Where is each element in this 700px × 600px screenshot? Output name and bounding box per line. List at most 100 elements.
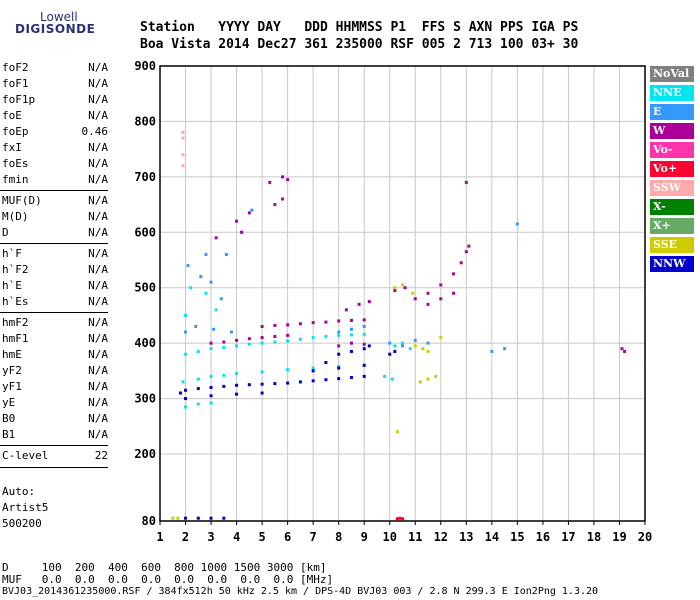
data-point-w — [240, 230, 244, 234]
data-point-w — [367, 300, 371, 304]
param-foep: foEp 0.46 — [2, 125, 108, 139]
data-point-w — [273, 323, 277, 327]
x-tick-label: 9 — [361, 530, 368, 544]
data-point-w — [286, 323, 290, 327]
param-label: MUF(D) — [2, 194, 42, 207]
data-point-e — [362, 325, 366, 329]
auto-label: Auto: — [2, 485, 36, 498]
param-value: N/A — [88, 247, 108, 260]
data-point-e — [515, 222, 519, 226]
param-value: N/A — [88, 295, 108, 308]
data-point-e — [184, 330, 188, 334]
data-point-w — [413, 297, 417, 301]
x-tick-label: 13 — [459, 530, 473, 544]
data-point-nnw — [196, 516, 200, 520]
data-point-nnw — [393, 349, 397, 353]
legend-item-vo: Vo+ — [650, 161, 694, 177]
separator — [0, 190, 108, 191]
param-value: N/A — [88, 428, 108, 441]
data-point-nne — [189, 286, 193, 290]
legend-item-e: E — [650, 104, 694, 120]
data-point-nne — [184, 405, 188, 409]
data-point-w — [235, 338, 239, 342]
param-yf1: yF1 N/A — [2, 380, 108, 394]
data-point-e — [194, 325, 198, 329]
data-point-nnw — [184, 388, 188, 392]
data-point-nnw — [298, 380, 302, 384]
param-value: N/A — [88, 364, 108, 377]
x-tick-label: 7 — [310, 530, 317, 544]
param-label: yE — [2, 396, 16, 409]
data-point-e — [212, 327, 216, 331]
data-point-nne — [260, 341, 264, 345]
data-point-w — [464, 180, 468, 184]
param-label: fxI — [2, 141, 22, 154]
param-label: h`Es — [2, 295, 29, 308]
data-point-nnw — [324, 378, 328, 382]
data-point-nnw — [367, 344, 371, 348]
param-label: M(D) — [2, 210, 29, 223]
param-label: foF2 — [2, 61, 29, 74]
data-point-nnw — [349, 376, 353, 380]
data-point-sse — [176, 516, 180, 520]
param-label: foEs — [2, 157, 29, 170]
data-point-nnw — [209, 516, 213, 520]
data-point-e — [219, 297, 223, 301]
param-value: N/A — [88, 279, 108, 292]
x-tick-label: 8 — [335, 530, 342, 544]
data-point-w — [452, 272, 456, 276]
data-point-nne — [286, 339, 290, 343]
param-value: N/A — [88, 93, 108, 106]
legend-item-nne: NNE — [650, 85, 694, 101]
data-point-w — [273, 203, 277, 207]
param-value: N/A — [88, 77, 108, 90]
data-point-w — [349, 341, 353, 345]
data-point-e — [413, 338, 417, 342]
data-point-w — [324, 320, 328, 324]
param-label: fmin — [2, 173, 29, 186]
data-point-w — [349, 318, 353, 322]
param-mufd: MUF(D) N/A — [2, 194, 108, 208]
data-point-w — [311, 321, 315, 325]
data-point-nne — [408, 347, 412, 351]
legend-item-ssw: SSW — [650, 180, 694, 196]
param-hmf1: hmF1 N/A — [2, 332, 108, 346]
data-point-w — [281, 175, 285, 179]
param-fof1: foF1 N/A — [2, 77, 108, 91]
data-point-nne — [235, 344, 239, 348]
data-point-e — [229, 330, 233, 334]
data-point-w — [337, 344, 341, 348]
data-point-nne — [393, 344, 397, 348]
param-label: hmF1 — [2, 332, 29, 345]
separator — [0, 312, 108, 313]
data-point-sse — [434, 374, 438, 378]
data-point-nne — [349, 333, 353, 337]
data-point-nne — [362, 332, 366, 336]
data-point-nnw — [184, 397, 188, 401]
data-point-nne — [383, 374, 387, 378]
param-value: N/A — [88, 263, 108, 276]
logo-digisonde: DIGISONDE — [15, 22, 96, 36]
data-point-ssw — [181, 131, 185, 135]
data-point-nnw — [337, 352, 341, 356]
data-point-w — [286, 178, 290, 182]
param-value: 0.46 — [81, 125, 109, 138]
data-point-w — [620, 347, 624, 351]
header-labels: Station YYYY DAY DDD HHMMSS P1 FFS S AXN… — [140, 20, 579, 35]
param-ye: yE N/A — [2, 396, 108, 410]
data-point-e — [250, 208, 254, 212]
y-tick-label: 700 — [134, 170, 156, 184]
param-label: foF1p — [2, 93, 36, 106]
data-point-sse — [418, 380, 422, 384]
param-value: 22 — [94, 449, 108, 462]
x-tick-label: 15 — [510, 530, 524, 544]
data-point-w — [298, 322, 302, 326]
data-point-nne — [209, 401, 213, 405]
data-point-e — [199, 275, 203, 279]
data-point-w — [464, 250, 468, 254]
data-point-ssw — [181, 164, 185, 168]
data-point-sse — [393, 286, 397, 290]
data-point-ssw — [181, 153, 185, 157]
data-point-nnw — [184, 516, 188, 520]
x-tick-label: 14 — [485, 530, 499, 544]
